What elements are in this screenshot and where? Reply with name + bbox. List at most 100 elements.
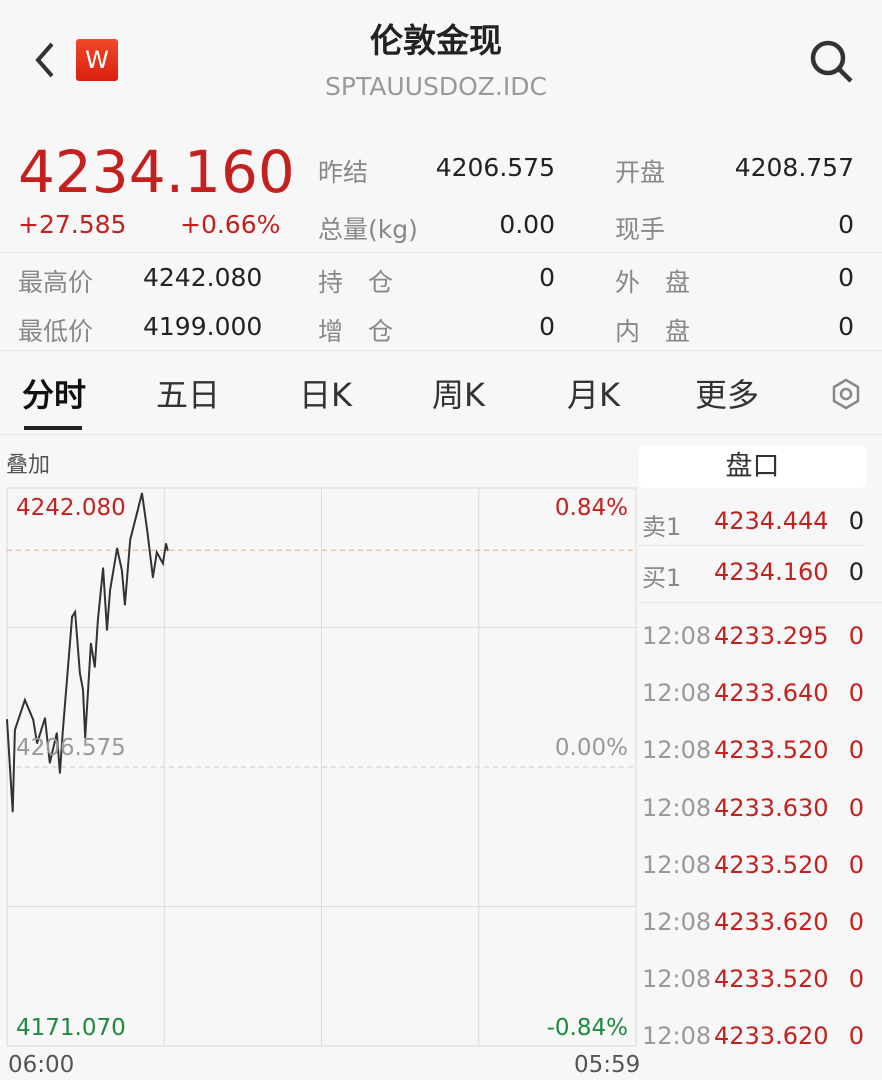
open-label: 开盘 <box>615 158 666 187</box>
chart-settings-button[interactable] <box>830 378 862 414</box>
price-point <box>11 810 14 813</box>
trade-volume: 0 <box>848 679 864 708</box>
ask-volume: 0 <box>848 507 864 535</box>
security-code: SPTAUUSDOZ.IDC <box>325 72 547 101</box>
hand-label: 现手 <box>615 215 666 244</box>
price-line <box>6 493 169 812</box>
bid-volume: 0 <box>848 558 864 586</box>
high-value: 4242.080 <box>143 263 263 292</box>
orderbook-tab[interactable]: 盘口 <box>639 445 866 488</box>
hand-value: 0 <box>838 210 854 239</box>
outer-value: 0 <box>838 263 854 292</box>
open-value: 4208.757 <box>734 153 854 182</box>
price-point <box>93 666 96 668</box>
price-point <box>109 589 111 591</box>
trade-row: 12:08 4233.520 0 <box>642 851 864 891</box>
price-point <box>165 542 167 545</box>
back-button[interactable] <box>30 40 60 80</box>
inner-value: 0 <box>838 312 854 341</box>
trade-row: 12:08 4233.640 0 <box>642 679 864 719</box>
trade-row: 12:08 4233.620 0 <box>642 1022 864 1062</box>
trade-volume: 0 <box>848 793 864 822</box>
add-value: 0 <box>539 312 555 341</box>
trade-price: 4233.295 <box>714 622 829 650</box>
price-point <box>55 732 58 734</box>
trade-time: 12:08 <box>642 1022 712 1051</box>
price-point <box>59 772 61 774</box>
price-point <box>6 718 8 721</box>
trade-time: 12:08 <box>642 850 712 879</box>
trade-price: 4233.520 <box>714 965 829 994</box>
price-point <box>79 672 81 675</box>
trade-time: 12:08 <box>642 965 712 994</box>
change-pct: +0.66% <box>180 210 281 239</box>
tab-intraday[interactable]: 分时 <box>22 376 87 414</box>
price-point <box>24 699 26 701</box>
divider <box>0 350 882 351</box>
add-label: 增 仓 <box>318 317 394 346</box>
trade-price: 4233.630 <box>714 793 829 822</box>
chevron-left-icon <box>35 42 54 78</box>
divider <box>638 545 864 546</box>
pct-label-bottom: -0.84% <box>546 1015 628 1041</box>
tab-active-indicator <box>24 426 82 430</box>
overlay-button[interactable]: 叠加 <box>6 453 51 478</box>
trade-price: 4233.640 <box>714 679 829 708</box>
price-point <box>141 492 143 495</box>
price-point <box>156 551 158 554</box>
price-point <box>146 529 149 532</box>
pct-label-top: 0.84% <box>554 495 628 521</box>
trade-row: 12:08 4233.295 0 <box>642 622 864 662</box>
tab-five-day[interactable]: 五日 <box>156 376 221 414</box>
trade-row: 12:08 4233.630 0 <box>642 794 864 834</box>
price-point <box>49 762 51 764</box>
trade-time: 12:08 <box>642 736 712 765</box>
brand-badge: W <box>76 39 118 81</box>
trade-price: 4233.520 <box>714 850 829 879</box>
change: +27.585 <box>18 210 127 239</box>
price-point <box>71 615 73 618</box>
tab-weekly-k[interactable]: 周K <box>432 376 485 414</box>
position-label: 持 仓 <box>318 268 394 297</box>
divider <box>638 602 882 603</box>
bid-price: 4234.160 <box>714 558 829 586</box>
trade-price: 4233.520 <box>714 736 829 765</box>
page-title: 伦敦金现 <box>370 21 502 60</box>
bid-row: 买1 4234.160 0 <box>642 558 864 598</box>
price-point <box>74 611 76 613</box>
position-value: 0 <box>539 263 555 292</box>
low-value: 4199.000 <box>143 312 263 341</box>
trade-row: 12:08 4233.520 0 <box>642 965 864 1005</box>
outer-label: 外 盘 <box>615 268 691 297</box>
price-point <box>129 538 131 541</box>
trade-time: 12:08 <box>642 793 712 822</box>
intraday-chart[interactable] <box>0 480 640 1080</box>
search-button[interactable] <box>806 36 856 86</box>
high-label: 最高价 <box>18 268 94 297</box>
ask-label: 卖1 <box>642 513 682 541</box>
prev-close-value: 4206.575 <box>435 153 555 182</box>
hexagon-settings-icon <box>832 378 860 410</box>
tab-daily-k[interactable]: 日K <box>299 376 352 414</box>
low-label: 最低价 <box>18 317 94 346</box>
price-point <box>106 629 108 631</box>
divider <box>0 434 882 435</box>
y-label-top: 4242.080 <box>16 495 126 521</box>
trade-row: 12:08 4233.520 0 <box>642 736 864 776</box>
price-point <box>121 569 123 572</box>
trade-time: 12:08 <box>642 622 712 650</box>
trade-volume: 0 <box>848 850 864 879</box>
volume-value: 0.00 <box>499 210 555 239</box>
inner-label: 内 盘 <box>615 317 691 346</box>
tab-monthly-k[interactable]: 月K <box>567 376 620 414</box>
price-point <box>32 718 35 721</box>
price-point <box>44 717 46 719</box>
trade-row: 12:08 4233.620 0 <box>642 908 864 948</box>
price-point <box>84 736 86 739</box>
tab-more[interactable]: 更多 <box>695 376 760 414</box>
price-point <box>90 642 92 645</box>
trade-time: 12:08 <box>642 679 712 708</box>
trade-time: 12:08 <box>642 908 712 936</box>
price-point <box>136 511 138 514</box>
ask-price: 4234.444 <box>714 507 829 535</box>
